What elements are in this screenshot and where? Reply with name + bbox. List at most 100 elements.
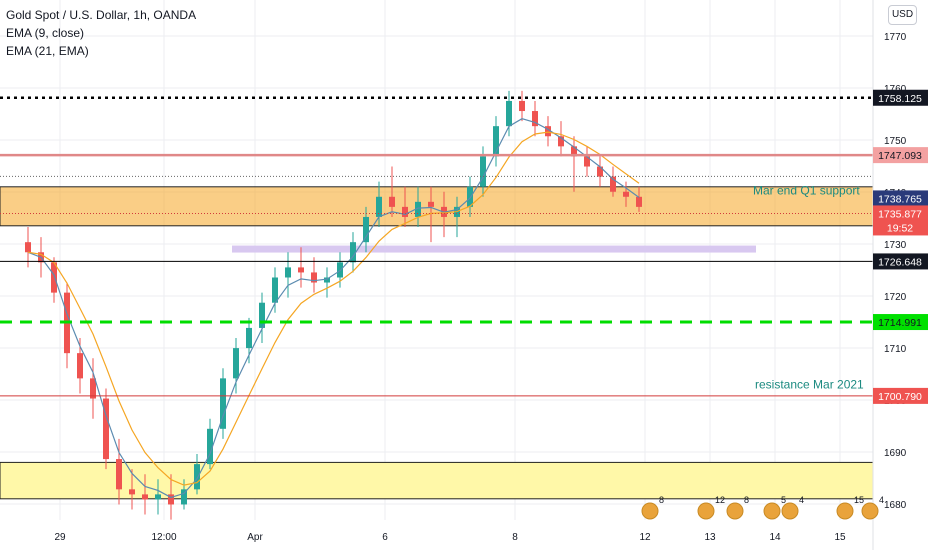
candle-body	[597, 166, 603, 177]
candle-body	[350, 242, 356, 263]
support-zone	[0, 186, 874, 227]
candle-body	[285, 267, 291, 278]
candle-body	[168, 494, 174, 505]
candle-body	[532, 111, 538, 127]
candle-body	[51, 262, 57, 293]
candle-body	[571, 146, 577, 157]
candle-body	[142, 494, 148, 500]
candle-body	[519, 100, 525, 112]
candle-body	[298, 267, 304, 273]
candle-body	[311, 272, 317, 283]
price-label: 1758.125	[878, 93, 922, 105]
x-tick-label: 12	[639, 532, 651, 543]
event-flag-icon	[781, 502, 799, 520]
x-tick-label: Apr	[247, 532, 263, 543]
event-badges[interactable]: 8 12 8 5 4 15 4	[641, 495, 884, 520]
candle-body	[77, 353, 83, 379]
x-tick-label: 14	[769, 532, 781, 543]
price-label: 1726.648	[878, 256, 922, 268]
event-flag-icon	[861, 502, 879, 520]
event-flag-icon	[836, 502, 854, 520]
y-tick-label: 1760	[884, 84, 907, 95]
candle-body	[194, 464, 200, 490]
y-tick-label: 1680	[884, 500, 907, 511]
candle-body	[233, 348, 239, 379]
candle-body	[129, 489, 135, 495]
price-label-bg	[873, 253, 928, 270]
event-count: 4	[879, 495, 884, 505]
price-label: 1738.765	[878, 193, 922, 205]
x-tick-label: 12:00	[151, 532, 176, 543]
candle-body	[25, 242, 31, 253]
candle-body	[389, 196, 395, 207]
event-count: 8	[744, 495, 749, 505]
grid	[0, 0, 873, 520]
x-tick-label: 13	[704, 532, 716, 543]
candle-body	[610, 176, 616, 192]
currency-button[interactable]: USD	[888, 5, 917, 25]
price-label: 1700.790	[878, 391, 922, 403]
y-tick-label: 1690	[884, 448, 907, 459]
event-flag-icon	[641, 502, 659, 520]
price-label-bg	[873, 190, 928, 207]
y-tick-label: 1720	[884, 292, 907, 303]
x-tick-label: 8	[512, 532, 518, 543]
price-label: 1747.093	[878, 150, 922, 162]
price-label-bg	[873, 314, 928, 331]
candle-body	[103, 398, 109, 460]
event-count: 8	[659, 495, 664, 505]
candle-body	[467, 186, 473, 207]
candle-body	[376, 196, 382, 217]
x-tick-label: 6	[382, 532, 388, 543]
candle-body	[207, 428, 213, 465]
event-count: 5	[781, 495, 786, 505]
price-label: 1714.991	[878, 317, 922, 329]
y-tick-label: 1730	[884, 240, 907, 251]
candle-body	[246, 327, 252, 349]
x-tick-label: 15	[834, 532, 846, 543]
candle-body	[428, 201, 434, 207]
candle-body	[506, 100, 512, 127]
candle-body	[259, 302, 265, 328]
y-tick-label: 1770	[884, 32, 907, 43]
ema9-line	[27, 118, 640, 499]
candle-body	[272, 277, 278, 303]
ema-lines	[27, 118, 640, 499]
event-count: 15	[854, 495, 864, 505]
candle-body	[363, 216, 369, 243]
candle-body	[623, 191, 629, 197]
candle-body	[558, 136, 564, 147]
price-label-bg	[873, 89, 928, 106]
candle-body	[155, 494, 161, 500]
price-axis: 1680169017001710172017301740175017601770	[872, 0, 907, 550]
candle-body	[636, 196, 642, 207]
candle-body	[402, 206, 408, 217]
y-tick-label: 1750	[884, 136, 907, 147]
price-label: 19:52	[887, 222, 913, 234]
price-label-bg	[873, 147, 928, 164]
candle-body	[480, 156, 486, 187]
candle-body	[181, 489, 187, 505]
candle-body	[415, 201, 421, 217]
candle-body	[220, 378, 226, 429]
zones	[0, 186, 874, 500]
candle-body	[324, 277, 330, 283]
candle-body	[545, 126, 551, 137]
time-axis: 29 12:00 Apr 6 8 12 13 14 15	[54, 532, 846, 543]
event-flag-icon	[697, 502, 715, 520]
horizontal-lines	[0, 96, 873, 397]
event-flag-icon	[726, 502, 744, 520]
price-label-bg	[873, 387, 928, 404]
candle-body	[493, 126, 499, 157]
ema21-line	[27, 131, 640, 486]
candle-body	[90, 378, 96, 399]
event-count: 4	[799, 495, 804, 505]
price-labels: 1758.125 1747.093 1738.765 1735.877 19:52 172…	[873, 89, 928, 404]
event-flag-icon	[763, 502, 781, 520]
price-label: 1735.877	[878, 208, 922, 220]
annotations: Mar end Q1 support resistance Mar 2021	[753, 184, 864, 392]
candle-body	[584, 156, 590, 167]
price-label-bg	[873, 205, 928, 222]
x-tick-label: 29	[54, 532, 66, 543]
